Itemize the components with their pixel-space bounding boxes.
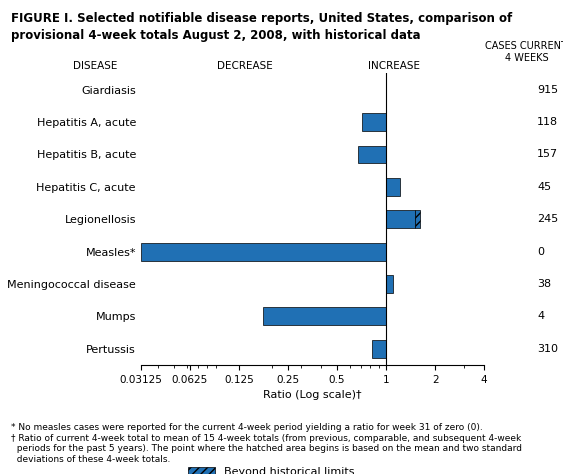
Text: 45: 45: [537, 182, 551, 192]
Text: provisional 4-week totals August 2, 2008, with historical data: provisional 4-week totals August 2, 2008…: [11, 29, 421, 42]
Bar: [386, 210, 415, 228]
Legend: Beyond historical limits: Beyond historical limits: [183, 462, 359, 474]
Text: FIGURE I. Selected notifiable disease reports, United States, comparison of: FIGURE I. Selected notifiable disease re…: [11, 12, 512, 25]
Bar: [358, 146, 386, 164]
X-axis label: Ratio (Log scale)†: Ratio (Log scale)†: [263, 390, 361, 400]
Text: DISEASE: DISEASE: [73, 61, 118, 71]
Text: 245: 245: [537, 214, 558, 224]
Bar: [372, 340, 386, 358]
Text: 310: 310: [537, 344, 558, 354]
Text: 4: 4: [537, 311, 544, 321]
Bar: [263, 308, 386, 325]
Text: 38: 38: [537, 279, 551, 289]
Bar: [386, 275, 393, 293]
Text: CASES CURRENT
4 WEEKS: CASES CURRENT 4 WEEKS: [485, 41, 563, 63]
Text: DECREASE: DECREASE: [217, 61, 273, 71]
Text: * No measles cases were reported for the current 4-week period yielding a ratio : * No measles cases were reported for the…: [11, 423, 483, 432]
Bar: [415, 210, 420, 228]
Text: 0: 0: [537, 246, 544, 256]
Bar: [362, 113, 386, 131]
Text: 157: 157: [537, 149, 558, 159]
Bar: [386, 178, 400, 196]
Text: deviations of these 4-week totals.: deviations of these 4-week totals.: [11, 455, 171, 464]
Text: 915: 915: [537, 85, 558, 95]
Text: 118: 118: [537, 117, 558, 127]
Text: periods for the past 5 years). The point where the hatched area begins is based : periods for the past 5 years). The point…: [11, 444, 522, 453]
Bar: [141, 243, 386, 261]
Text: INCREASE: INCREASE: [368, 61, 420, 71]
Text: † Ratio of current 4-week total to mean of 15 4-week totals (from previous, comp: † Ratio of current 4-week total to mean …: [11, 434, 521, 443]
